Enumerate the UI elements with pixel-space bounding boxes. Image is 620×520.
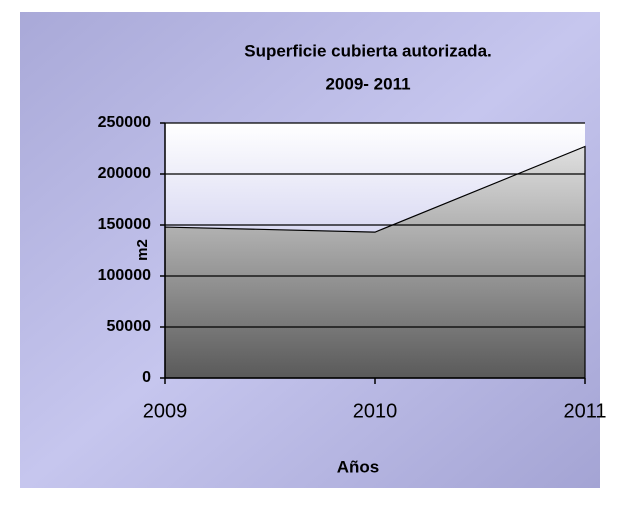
y-tick-label: 0 bbox=[142, 369, 151, 386]
x-tick-label: 2010 bbox=[353, 400, 398, 422]
y-tick-label: 150000 bbox=[98, 216, 151, 233]
y-tick-label: 50000 bbox=[107, 318, 152, 335]
x-axis-label: Años bbox=[337, 457, 380, 476]
x-tick-label: 2009 bbox=[143, 400, 188, 422]
y-tick-label: 200000 bbox=[98, 165, 151, 182]
y-tick-label: 100000 bbox=[98, 267, 151, 284]
chart-title: Superficie cubierta autorizada. bbox=[244, 41, 492, 60]
y-tick-label: 250000 bbox=[98, 114, 151, 131]
y-axis-label: m2 bbox=[134, 239, 151, 261]
x-tick-label: 2011 bbox=[563, 400, 606, 422]
chart-title: 2009- 2011 bbox=[325, 74, 410, 93]
